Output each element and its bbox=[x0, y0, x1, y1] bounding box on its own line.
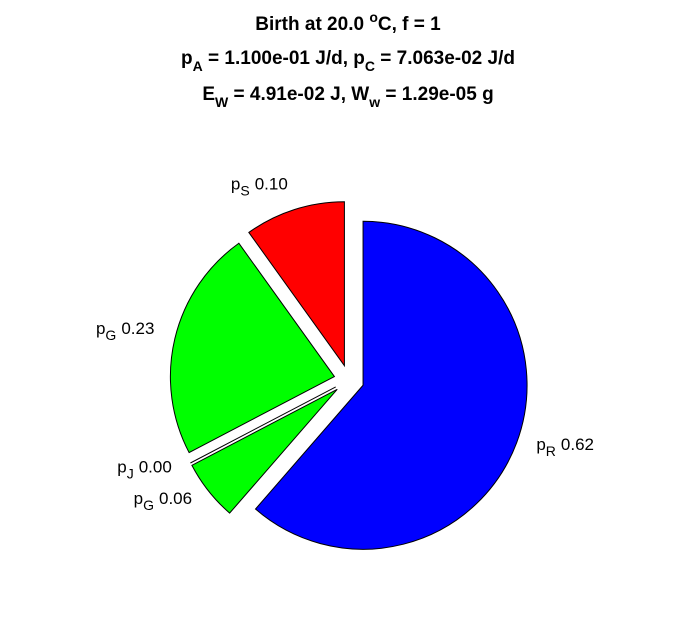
title-text: = 4.91e-02 J, W bbox=[228, 84, 369, 105]
slice-label-value: 0.62 bbox=[561, 435, 594, 454]
pie-slice bbox=[191, 388, 338, 514]
title-superscript: o bbox=[369, 9, 378, 25]
title-text: Birth at 20.0 bbox=[255, 14, 369, 35]
title-text: = 1.29e-05 g bbox=[380, 84, 494, 105]
slice-label-subscript: S bbox=[240, 183, 249, 199]
title-subscript: w bbox=[368, 94, 380, 110]
chart-title: Birth at 20.0 oC, f = 1 bbox=[255, 9, 441, 35]
slice-label-name: p bbox=[231, 175, 240, 194]
slice-label-name: p bbox=[96, 319, 105, 338]
slice-label-subscript: R bbox=[546, 443, 556, 459]
slice-label: pR 0.62 bbox=[536, 435, 594, 459]
chart-title: EW = 4.91e-02 J, Ww = 1.29e-05 g bbox=[202, 84, 493, 110]
slice-label: pJ 0.00 bbox=[117, 458, 172, 482]
slice-label-subscript: G bbox=[105, 327, 116, 343]
title-text: C, f = 1 bbox=[378, 14, 441, 35]
title-subscript: W bbox=[215, 94, 229, 110]
slice-label: pG 0.06 bbox=[134, 489, 192, 513]
slice-label-value: 0.06 bbox=[159, 489, 192, 508]
pie-slice bbox=[169, 242, 336, 454]
title-text: = 1.100e-01 J/d, p bbox=[203, 48, 365, 69]
title-subscript: A bbox=[193, 58, 203, 74]
slice-label-subscript: J bbox=[127, 466, 134, 482]
pie-slice bbox=[248, 201, 345, 368]
slice-label: pG 0.23 bbox=[96, 319, 154, 343]
slice-label-name: p bbox=[134, 489, 143, 508]
slice-label-name: p bbox=[536, 435, 545, 454]
title-text: E bbox=[202, 84, 215, 105]
slice-label-value: 0.00 bbox=[139, 458, 172, 477]
pie-slice bbox=[254, 220, 528, 550]
slice-label-name: p bbox=[117, 458, 126, 477]
slice-label-value: 0.10 bbox=[255, 175, 288, 194]
title-text: p bbox=[181, 48, 193, 69]
slice-label-subscript: G bbox=[143, 497, 154, 513]
title-text: = 7.063e-02 J/d bbox=[375, 48, 515, 69]
slice-label: pS 0.10 bbox=[231, 175, 288, 199]
title-subscript: C bbox=[365, 58, 375, 74]
chart-title: pA = 1.100e-01 J/d, pC = 7.063e-02 J/d bbox=[181, 48, 515, 74]
slice-label-value: 0.23 bbox=[121, 319, 154, 338]
